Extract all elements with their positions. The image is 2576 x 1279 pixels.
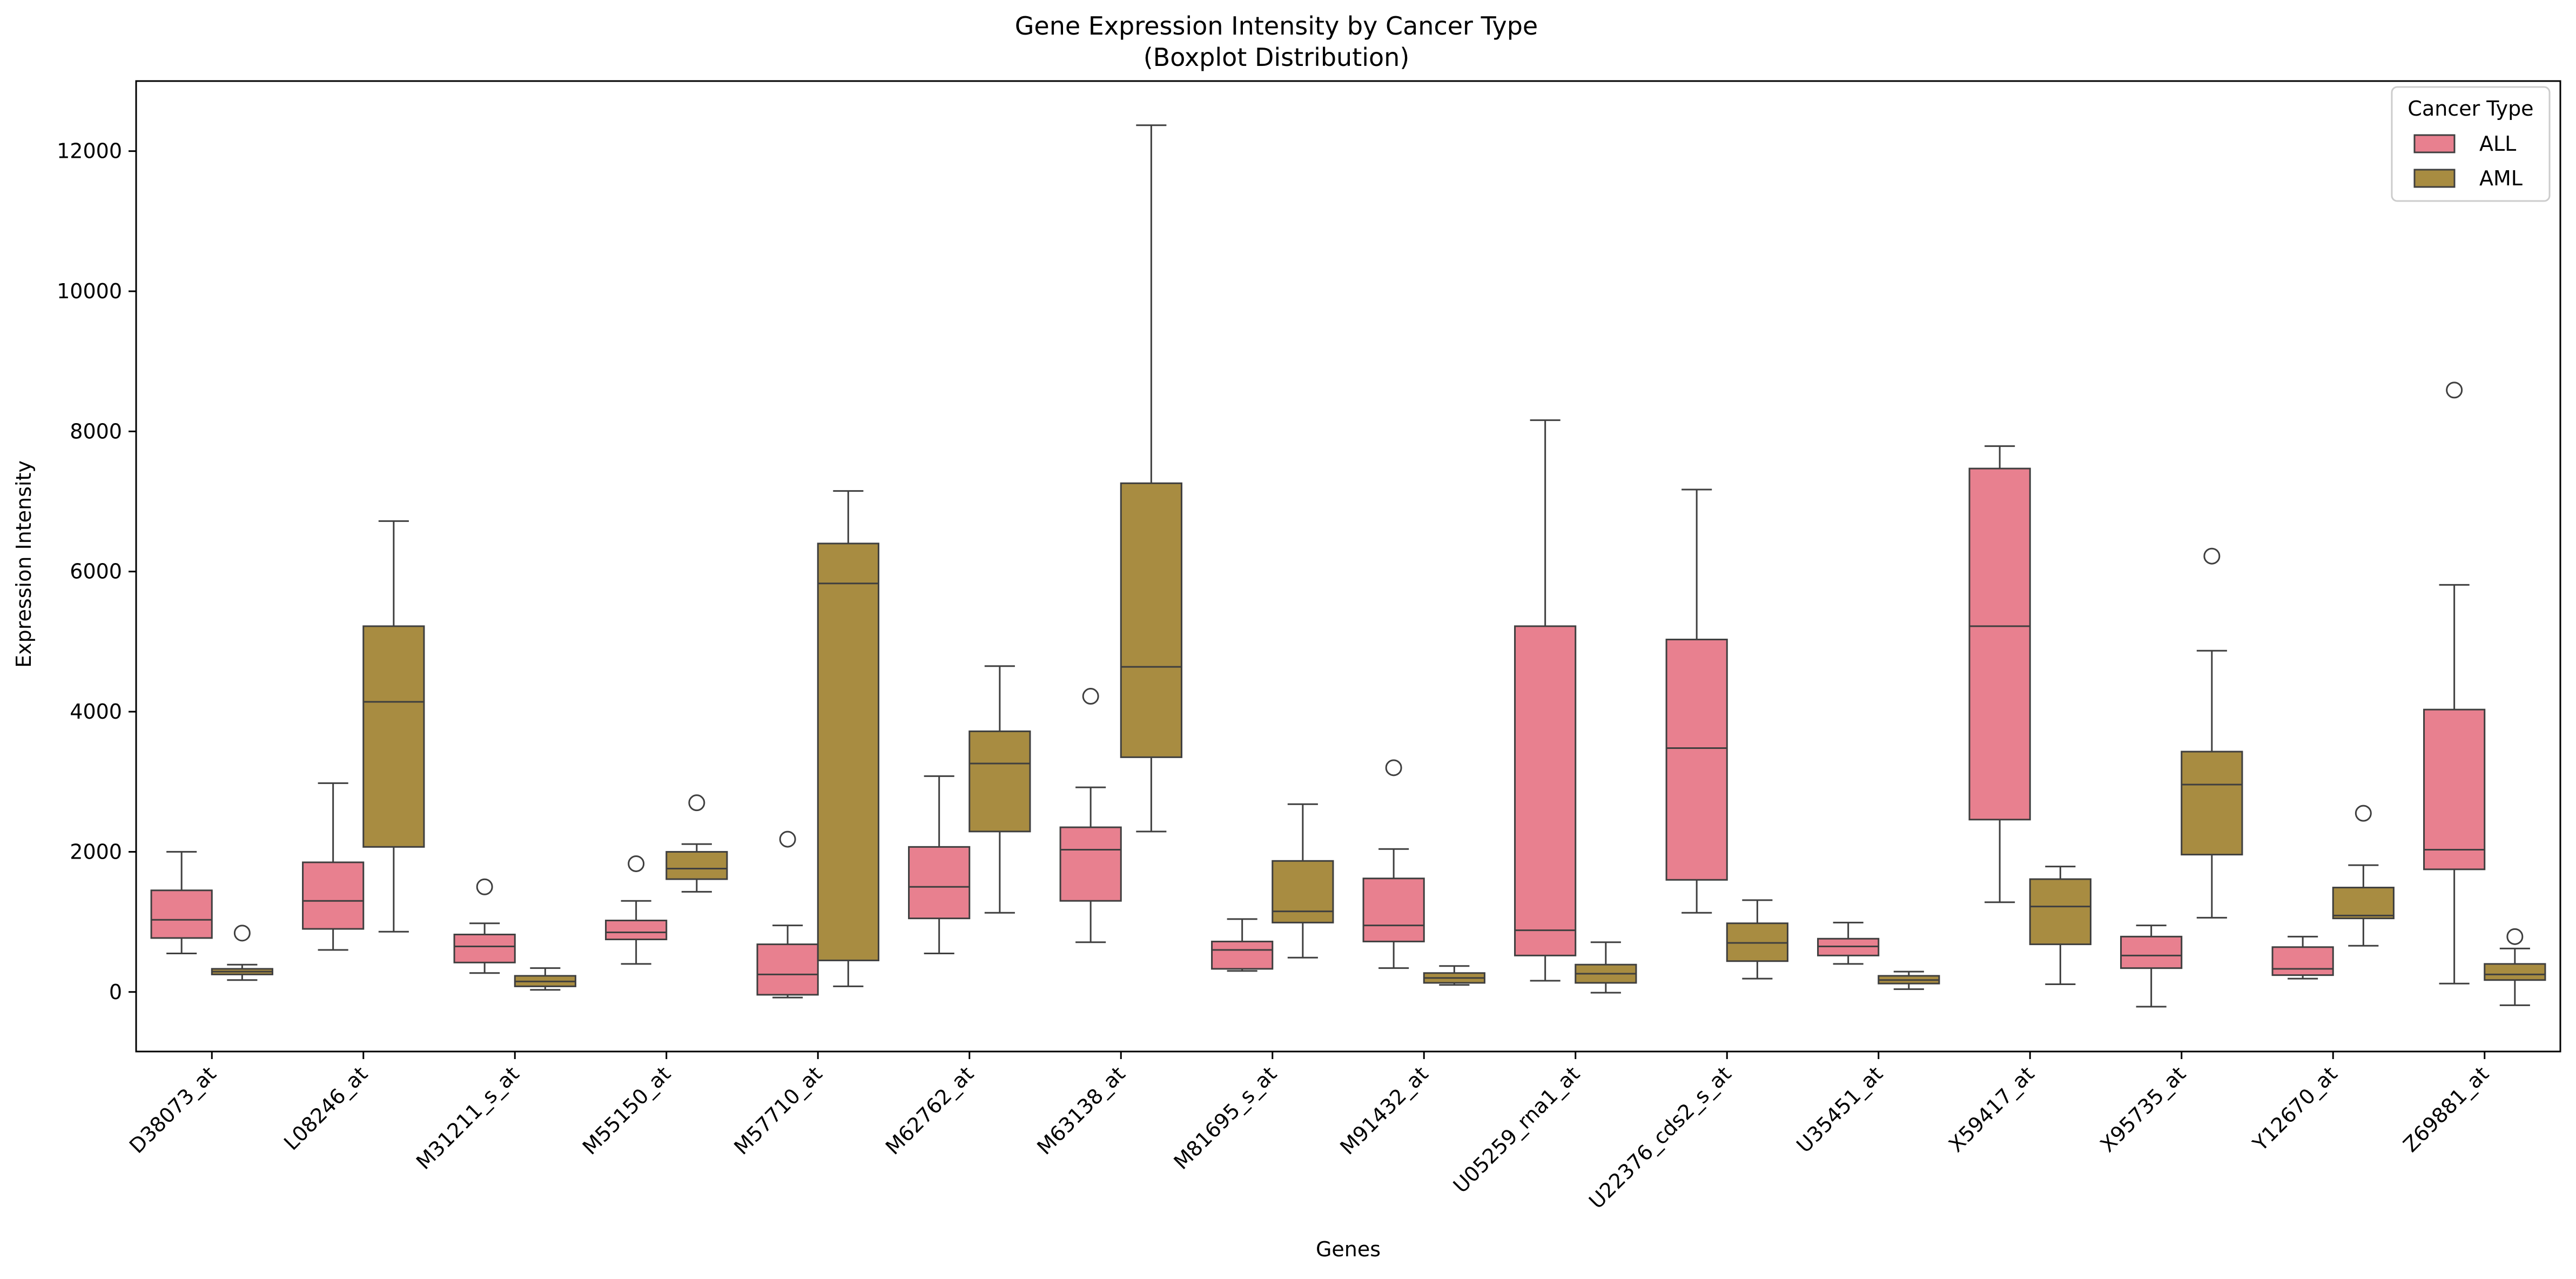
outlier-all-M57710_at — [779, 831, 796, 848]
box-aml-M62762_at — [968, 730, 1031, 833]
legend-swatch-aml — [2413, 169, 2456, 188]
box-aml-Y12670_at — [2332, 887, 2395, 920]
box-aml-M63138_at — [1120, 482, 1182, 758]
y-tick-label-0: 0 — [109, 980, 122, 1004]
y-tick-label-6000: 6000 — [70, 560, 122, 584]
box-all-Z69881_at — [2423, 708, 2486, 870]
y-tick-label-12000: 12000 — [57, 139, 122, 163]
box-aml-X59417_at — [2029, 878, 2091, 946]
legend: Cancer Type ALL AML — [2391, 86, 2551, 202]
outlier-all-Z69881_at — [2446, 381, 2463, 399]
box-aml-X95735_at — [2181, 751, 2243, 856]
box-all-M31211_s_at — [453, 933, 516, 963]
box-all-M57710_at — [756, 943, 819, 996]
box-aml-M55150_at — [665, 851, 728, 880]
box-all-M55150_at — [605, 920, 668, 941]
box-all-U05259_rna1_at — [1514, 625, 1577, 956]
outlier-aml-D38073_at — [233, 925, 251, 942]
box-all-M81695_s_at — [1211, 940, 1274, 970]
y-axis-label: Expression Intensity — [12, 460, 36, 668]
y-tick-label-4000: 4000 — [70, 700, 122, 724]
outlier-aml-M55150_at — [688, 794, 705, 812]
chart-title: Gene Expression Intensity by Cancer Type — [1015, 11, 1538, 41]
box-aml-Z69881_at — [2484, 963, 2546, 981]
legend-label-aml: AML — [2479, 166, 2523, 190]
box-all-U22376_cds2_s_at — [1665, 639, 1728, 881]
box-all-X59417_at — [1968, 467, 2031, 821]
outlier-all-M91432_at — [1385, 759, 1402, 776]
chart-subtitle: (Boxplot Distribution) — [1144, 43, 1410, 72]
box-aml-M57710_at — [817, 543, 879, 961]
box-all-X95735_at — [2120, 935, 2183, 969]
box-all-L08246_at — [302, 861, 365, 930]
legend-title: Cancer Type — [2407, 97, 2533, 120]
box-all-Y12670_at — [2271, 946, 2334, 976]
box-all-M63138_at — [1059, 826, 1122, 902]
y-tick-label-10000: 10000 — [57, 279, 122, 303]
y-tick-label-8000: 8000 — [70, 419, 122, 443]
box-all-M91432_at — [1362, 878, 1425, 942]
outlier-all-M31211_s_at — [476, 878, 493, 895]
outlier-aml-X95735_at — [2203, 547, 2221, 565]
plot-area: D38073_at L08246_at M31211_s_at M55150_at M5… — [57, 80, 2561, 1214]
box-aml-M81695_s_at — [1272, 860, 1334, 923]
axes-frame — [135, 80, 2561, 1053]
outlier-aml-Z69881_at — [2506, 928, 2524, 945]
outlier-all-M63138_at — [1082, 688, 1099, 705]
legend-label-all: ALL — [2479, 132, 2516, 156]
outlier-all-M55150_at — [628, 855, 645, 872]
box-aml-L08246_at — [362, 625, 425, 848]
box-all-M62762_at — [908, 846, 971, 920]
legend-swatch-all — [2413, 134, 2456, 153]
y-tick-label-2000: 2000 — [70, 840, 122, 863]
outlier-aml-Y12670_at — [2355, 805, 2372, 822]
x-axis-label: Genes — [1316, 1237, 1381, 1261]
box-all-D38073_at — [150, 889, 213, 939]
